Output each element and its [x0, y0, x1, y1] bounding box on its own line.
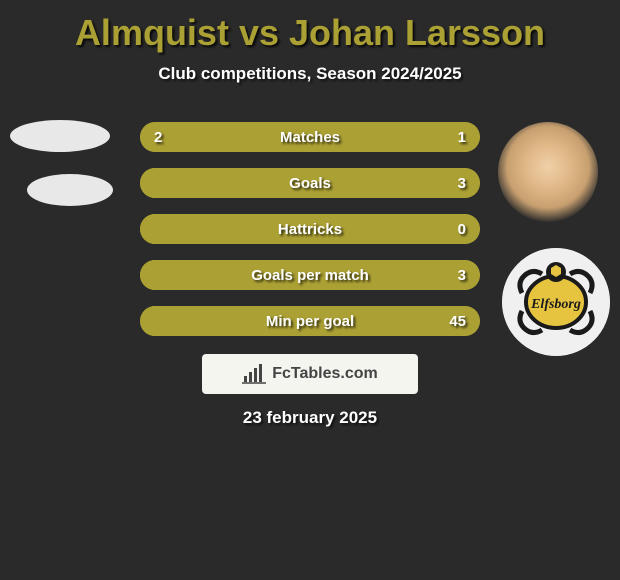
stat-value-right: 45 — [449, 313, 466, 330]
stat-label: Goals per match — [140, 267, 480, 284]
player-left-avatar — [10, 120, 110, 152]
comparison-title: Almquist vs Johan Larsson — [0, 0, 620, 54]
stat-row: Min per goal45 — [140, 306, 480, 336]
stat-row: Goals3 — [140, 168, 480, 198]
player-left-club-badge — [27, 174, 113, 206]
stat-label: Min per goal — [140, 313, 480, 330]
svg-text:Elfsborg: Elfsborg — [530, 297, 581, 312]
stat-label: Hattricks — [140, 221, 480, 238]
bar-chart-icon — [242, 364, 266, 384]
source-badge: FcTables.com — [202, 354, 418, 394]
player-right-club-badge: Elfsborg — [502, 248, 610, 356]
source-badge-label: FcTables.com — [272, 365, 378, 383]
stats-container: 2Matches1Goals3Hattricks0Goals per match… — [140, 122, 480, 352]
stat-label: Goals — [140, 175, 480, 192]
stat-value-right: 3 — [458, 175, 466, 192]
stat-value-right: 1 — [458, 129, 466, 146]
stat-row: Hattricks0 — [140, 214, 480, 244]
stat-value-right: 3 — [458, 267, 466, 284]
date-label: 23 february 2025 — [0, 408, 620, 428]
subtitle: Club competitions, Season 2024/2025 — [0, 64, 620, 84]
stat-row: 2Matches1 — [140, 122, 480, 152]
stat-row: Goals per match3 — [140, 260, 480, 290]
stat-label: Matches — [140, 129, 480, 146]
player-right-avatar — [498, 122, 598, 222]
stat-value-right: 0 — [458, 221, 466, 238]
